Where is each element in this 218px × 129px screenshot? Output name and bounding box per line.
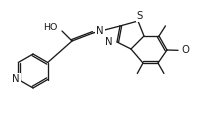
Text: N: N [96, 26, 104, 36]
Text: O: O [181, 45, 189, 55]
Text: HO: HO [43, 23, 57, 33]
Text: N: N [105, 37, 113, 47]
Text: N: N [12, 75, 20, 84]
Text: S: S [137, 11, 143, 21]
